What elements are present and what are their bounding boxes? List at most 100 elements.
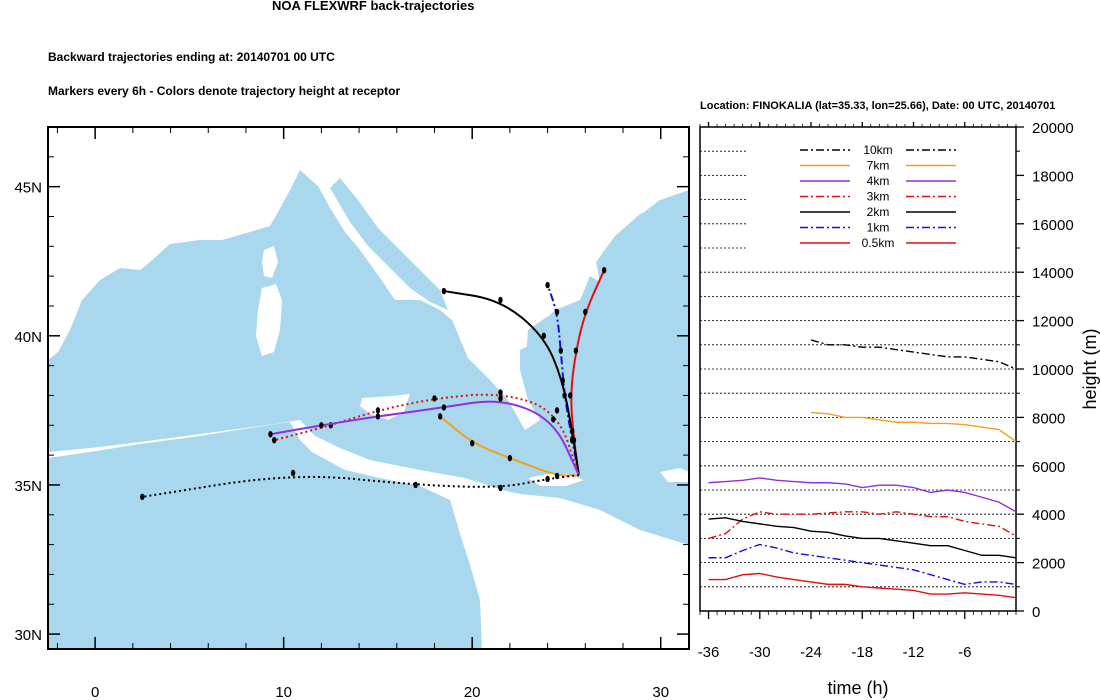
plot-series-layer — [708, 339, 1017, 599]
map-axes: 0 10 20 30 30N 35N 40N 45N — [14, 126, 689, 700]
trajectory-marker — [507, 454, 513, 462]
trajectory-4km — [270, 400, 580, 476]
lat-tick-label: 30N — [14, 627, 42, 644]
series-4km — [708, 477, 1017, 513]
trajectory-3km — [273, 393, 580, 476]
subtitle-end-time: Backward trajectories ending at: 2014070… — [48, 50, 335, 64]
x-tick-label: -12 — [903, 644, 925, 661]
legend-label: 2km — [867, 205, 890, 219]
trajectory-marker — [569, 428, 575, 435]
legend-label: 10km — [863, 143, 892, 157]
y-tick-label: 4000 — [1032, 507, 1065, 524]
trajectory-marker — [554, 407, 560, 414]
trajectory-marker — [558, 347, 563, 354]
trajectory-marker — [541, 332, 547, 339]
trajectory-marker — [375, 407, 381, 414]
series-1km — [708, 543, 1017, 586]
series-0.5km — [708, 572, 1017, 599]
land-europe — [48, 127, 689, 430]
x-axis-label: time (h) — [827, 678, 888, 698]
legend-label: 1km — [867, 221, 890, 235]
trajectory-marker — [290, 469, 296, 477]
trajectory-marker — [554, 308, 560, 316]
trajectory-marker — [560, 377, 565, 384]
trajectory-marker — [498, 389, 503, 396]
y-tick-label: 2000 — [1032, 556, 1065, 573]
location-label: Location: FINOKALIA (lat=35.33, lon=25.6… — [700, 100, 1056, 112]
map-frame — [47, 126, 690, 650]
series-7km — [810, 411, 1017, 443]
trajectory-marker — [545, 281, 550, 289]
trajectory-marker — [469, 439, 475, 447]
trajectory-marker — [432, 395, 437, 402]
trajectory-marker — [583, 308, 588, 316]
map-area — [48, 127, 689, 649]
trajectory-marker — [441, 404, 447, 411]
trajectory-marker — [319, 422, 324, 429]
lon-tick-label: 0 — [91, 684, 99, 700]
trajectory-marker — [568, 392, 573, 399]
lat-tick-label: 40N — [14, 329, 42, 346]
page-title: NOA FLEXWRF back-trajectories — [272, 0, 475, 13]
land-north-africa — [48, 420, 689, 649]
land-cyprus — [660, 468, 689, 482]
trajectory-marker — [375, 413, 381, 420]
legend-label: 3km — [867, 190, 890, 204]
y-tick-label: 18000 — [1032, 168, 1074, 185]
trajectory-marker — [573, 347, 579, 354]
legend-label: 7km — [867, 159, 890, 173]
trajectory-marker — [140, 493, 145, 501]
trajectory-marker — [545, 475, 550, 483]
y-tick-label: 14000 — [1032, 265, 1074, 282]
sea-eastern-med — [312, 372, 689, 520]
trajectory-marker — [413, 481, 418, 489]
lat-tick-label: 45N — [14, 180, 42, 197]
x-tick-label: -6 — [958, 644, 971, 661]
series-3km — [708, 511, 1017, 540]
lat-tick-label: 35N — [14, 478, 42, 495]
trajectory-layer — [140, 266, 607, 501]
lon-tick-label: 10 — [275, 684, 292, 700]
trajectory-marker — [268, 431, 273, 438]
y-tick-label: 16000 — [1032, 217, 1074, 234]
y-tick-label: 10000 — [1032, 362, 1074, 379]
x-tick-label: -24 — [800, 644, 822, 661]
trajectory-marker — [272, 437, 277, 444]
trajectory-marker — [601, 266, 607, 274]
sea-tyrrhenian — [280, 258, 400, 404]
trajectory-marker — [498, 296, 503, 304]
trajectory-marker — [498, 484, 503, 492]
trajectory-marker — [498, 395, 503, 402]
legend-label: 0.5km — [862, 236, 895, 250]
y-axis-label: height (m) — [1080, 328, 1100, 409]
sea-western-med — [48, 246, 292, 452]
lon-tick-label: 20 — [464, 684, 481, 700]
y-tick-label: 0 — [1032, 604, 1040, 621]
y-tick-label: 6000 — [1032, 459, 1065, 476]
series-2km — [708, 517, 1017, 559]
trajectory-marker — [441, 287, 447, 295]
y-tick-label: 12000 — [1032, 314, 1074, 331]
sea-aegean — [526, 316, 578, 446]
trajectory-10km — [142, 474, 580, 498]
sea-adriatic — [330, 178, 448, 310]
trajectory-marker — [551, 416, 556, 423]
trajectory-marker — [437, 413, 443, 420]
series-10km — [810, 339, 1017, 370]
x-tick-label: -18 — [851, 644, 873, 661]
legend-label: 4km — [867, 174, 890, 188]
lon-tick-label: 30 — [652, 684, 669, 700]
plot-axes: 0 2000 4000 6000 8000 10000 12000 14000 16000 180… — [698, 120, 1100, 698]
land-sardinia — [256, 284, 282, 356]
trajectory-2km — [443, 290, 580, 476]
x-tick-label: -36 — [698, 644, 720, 661]
x-tick-label: -30 — [749, 644, 771, 661]
y-tick-label: 8000 — [1032, 410, 1065, 427]
y-tick-label: 20000 — [1032, 120, 1074, 137]
sea-black — [596, 200, 689, 300]
subtitle-markers: Markers every 6h - Colors denote traject… — [48, 84, 401, 98]
land-crete — [528, 474, 584, 486]
